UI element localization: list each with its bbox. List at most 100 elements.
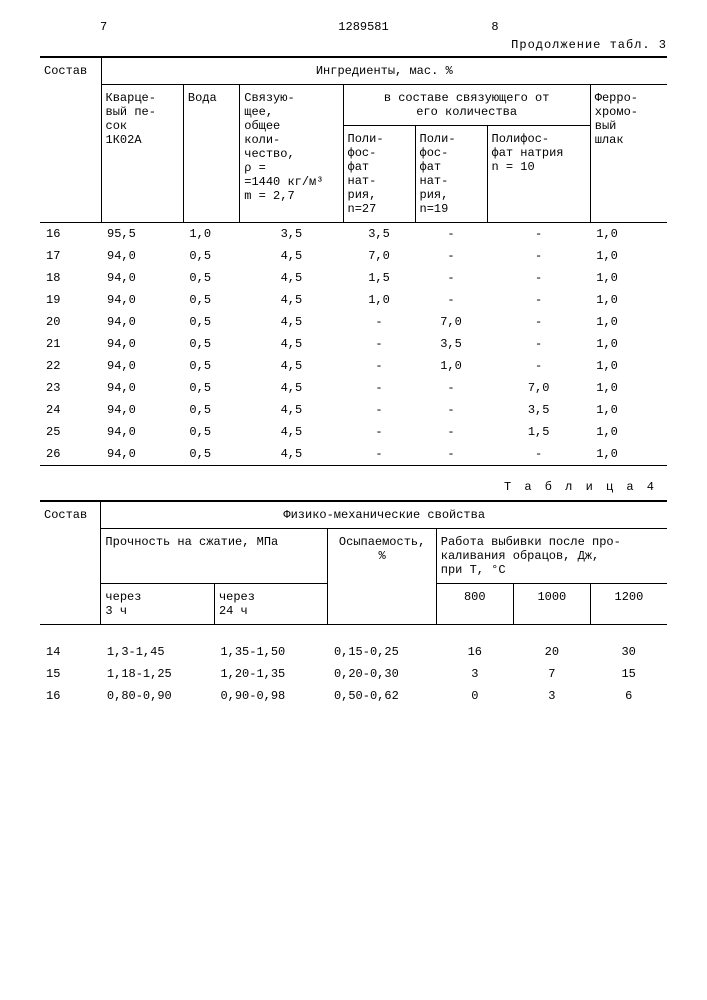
cell: 30: [590, 641, 667, 663]
cell: 4,5: [240, 421, 343, 443]
cell: 16: [40, 223, 101, 246]
cell: 19: [40, 289, 101, 311]
cell: 4,5: [240, 399, 343, 421]
cell: 4,5: [240, 245, 343, 267]
cell: 24: [40, 399, 101, 421]
cell: 3,5: [240, 223, 343, 246]
cell: 1,0: [590, 333, 667, 355]
cell: 1,0: [183, 223, 239, 246]
col-pf27: Поли- фос- фат нат- рия, n=27: [343, 126, 415, 223]
cell: 1,3-1,45: [101, 641, 215, 663]
cell: -: [415, 421, 487, 443]
cell: 0,5: [183, 421, 239, 443]
cell: 94,0: [101, 421, 183, 443]
cell: -: [415, 245, 487, 267]
cell: 1,0: [590, 355, 667, 377]
cell: 0,5: [183, 333, 239, 355]
cell: 26: [40, 443, 101, 466]
col4-h24: через 24 ч: [214, 584, 328, 625]
cell: 1,0: [590, 443, 667, 466]
cell: 1,0: [590, 223, 667, 246]
cell: 1,35-1,50: [214, 641, 328, 663]
col-sand: Кварце- вый пе- сок 1К02А: [101, 85, 183, 223]
cell: -: [487, 443, 590, 466]
cell: 20: [40, 311, 101, 333]
cell: 0,5: [183, 289, 239, 311]
cell: 1,18-1,25: [101, 663, 215, 685]
cell: 0,5: [183, 399, 239, 421]
col4-knock: Работа выбивки после про- каливания обра…: [436, 529, 667, 584]
cell: -: [343, 399, 415, 421]
cell: -: [343, 333, 415, 355]
cell: -: [415, 267, 487, 289]
table-row: 1994,00,54,51,0--1,0: [40, 289, 667, 311]
cell: 1,0: [590, 421, 667, 443]
cell: -: [415, 443, 487, 466]
cell: 94,0: [101, 267, 183, 289]
cell: 3: [436, 663, 513, 685]
col4-props: Физико-механические свойства: [101, 501, 667, 529]
cell: 1,0: [343, 289, 415, 311]
cell: 6: [590, 685, 667, 707]
cell: 95,5: [101, 223, 183, 246]
cell: 4,5: [240, 289, 343, 311]
table-row: 2394,00,54,5--7,01,0: [40, 377, 667, 399]
cell: -: [415, 289, 487, 311]
cell: -: [487, 311, 590, 333]
col-pf19: Поли- фос- фат нат- рия, n=19: [415, 126, 487, 223]
col4-h3: через 3 ч: [101, 584, 215, 625]
col-binder: Связую- щее, общее коли- чество, ρ = =14…: [240, 85, 343, 223]
cell: 25: [40, 421, 101, 443]
cell: 0,15-0,25: [328, 641, 436, 663]
col-water: Вода: [183, 85, 239, 223]
table4-label: Т а б л и ц а 4: [40, 480, 657, 494]
table-row: 1894,00,54,51,5--1,0: [40, 267, 667, 289]
cell: 3: [513, 685, 590, 707]
table-row: 2194,00,54,5-3,5-1,0: [40, 333, 667, 355]
cell: 16: [436, 641, 513, 663]
cell: 0,50-0,62: [328, 685, 436, 707]
cell: 1,0: [590, 377, 667, 399]
cell: 1,0: [590, 289, 667, 311]
cell: 3,5: [343, 223, 415, 246]
cell: 94,0: [101, 311, 183, 333]
cell: -: [487, 333, 590, 355]
col4-t1200: 1200: [590, 584, 667, 612]
cell: 18: [40, 267, 101, 289]
col4-comp: Прочность на сжатие, МПа: [101, 529, 328, 584]
cell: 0: [436, 685, 513, 707]
table-4: Состав Физико-механические свойства Проч…: [40, 500, 667, 707]
col4-t800: 800: [436, 584, 513, 612]
cell: 7,0: [487, 377, 590, 399]
cell: 0,5: [183, 311, 239, 333]
cell: 0,5: [183, 377, 239, 399]
cell: -: [487, 289, 590, 311]
page-right: 8: [451, 20, 667, 34]
table-row: 1695,51,03,53,5--1,0: [40, 223, 667, 246]
cell: 4,5: [240, 355, 343, 377]
cell: 7,0: [415, 311, 487, 333]
cell: 4,5: [240, 267, 343, 289]
table-3: Состав Ингредиенты, мас. % Кварце- вый п…: [40, 56, 667, 466]
cell: -: [415, 377, 487, 399]
cell: -: [343, 421, 415, 443]
cell: 0,5: [183, 443, 239, 466]
col-pf10: Полифос- фат натрия n = 10: [487, 126, 590, 223]
cell: 1,5: [487, 421, 590, 443]
cell: 0,80-0,90: [101, 685, 215, 707]
cell: -: [415, 223, 487, 246]
col4-t1000: 1000: [513, 584, 590, 612]
cell: 14: [40, 641, 101, 663]
cell: 22: [40, 355, 101, 377]
cell: 94,0: [101, 355, 183, 377]
col-sub: в составе связующего от его количества: [343, 85, 590, 126]
cell: 7,0: [343, 245, 415, 267]
cell: 17: [40, 245, 101, 267]
cell: 23: [40, 377, 101, 399]
table-row: 2294,00,54,5-1,0-1,0: [40, 355, 667, 377]
cell: 94,0: [101, 377, 183, 399]
cell: 20: [513, 641, 590, 663]
cell: 1,0: [590, 399, 667, 421]
cell: -: [343, 443, 415, 466]
cell: 3,5: [415, 333, 487, 355]
